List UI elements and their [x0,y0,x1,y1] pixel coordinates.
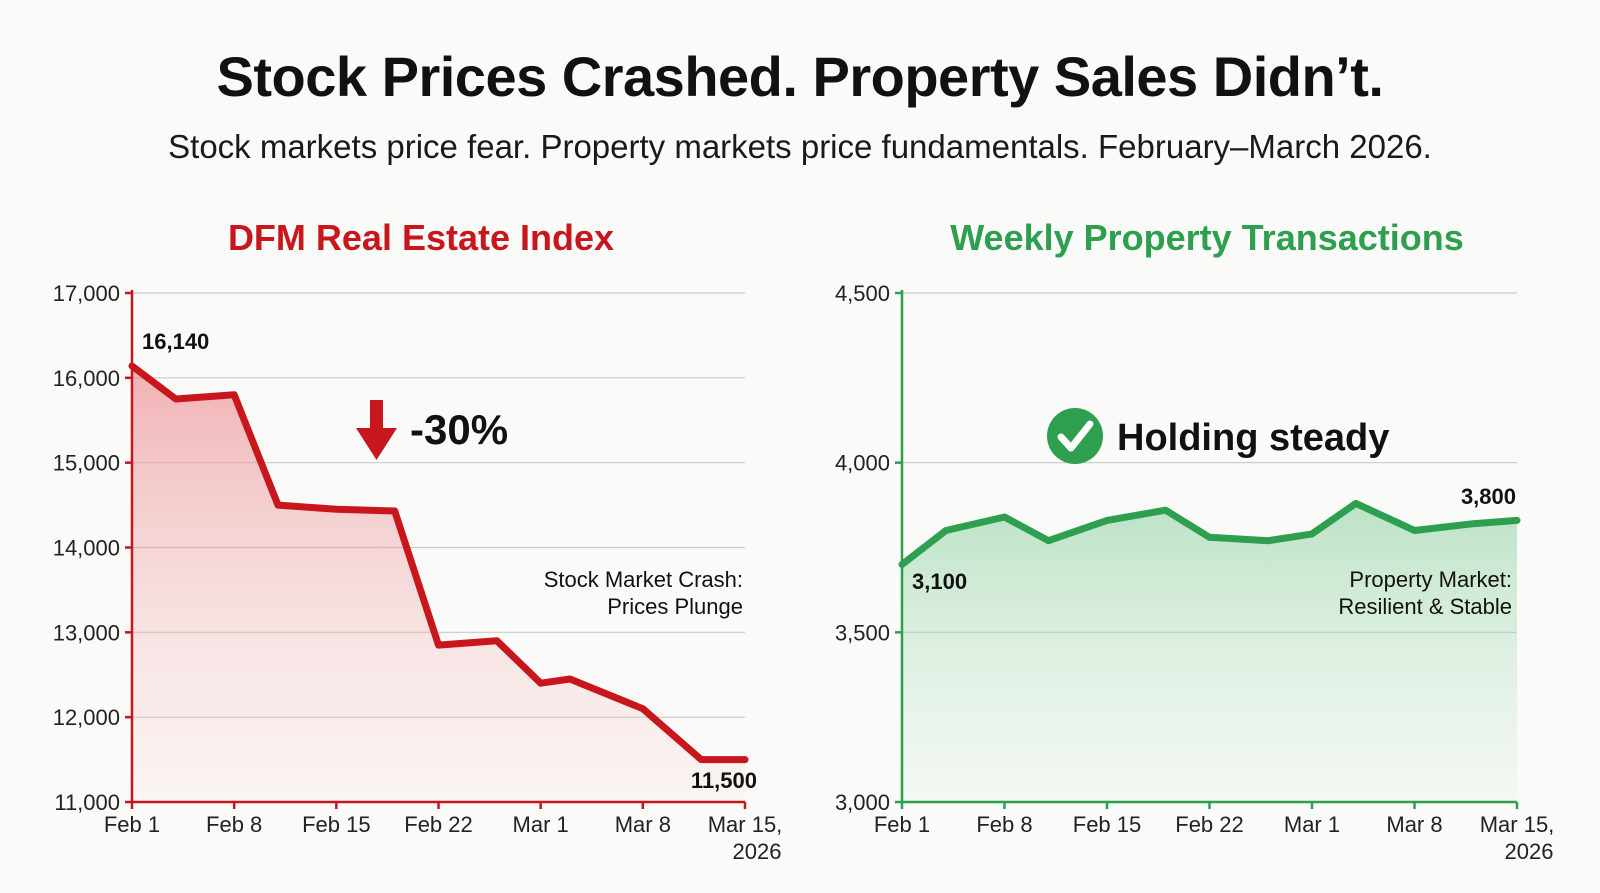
check-circle-icon [1047,408,1103,464]
transactions-panel-title: Weekly Property Transactions [950,217,1464,258]
dfm-area-fill [132,366,745,802]
x-tick-label: Mar 1 [513,812,569,837]
transactions-panel: Weekly Property Transactions 4,500 4,000 3… [835,217,1554,864]
y-tick-label: 4,000 [835,451,890,476]
x-tick-label: Mar 15, [708,812,783,837]
x-tick-label: Feb 8 [206,812,262,837]
y-tick-label: 3,500 [835,620,890,645]
y-tick-label: 17,000 [53,281,120,306]
y-tick-label: 11,000 [54,790,120,815]
x-tick-label: Feb 22 [1175,812,1244,837]
transactions-area-fill [902,503,1517,802]
page-subtitle: Stock markets price fear. Property marke… [168,128,1432,165]
y-tick-label: 3,000 [835,790,890,815]
transactions-end-label: 3,800 [1461,484,1516,509]
y-tick-label: 14,000 [53,536,120,561]
dfm-start-label: 16,140 [142,329,209,354]
dfm-panel-title: DFM Real Estate Index [228,217,614,258]
x-tick-label: Feb 1 [874,812,930,837]
y-tick-label: 12,000 [53,705,120,730]
y-tick-label: 15,000 [53,451,120,476]
x-tick-label: Mar 1 [1284,812,1340,837]
dfm-annotation-line2: Prices Plunge [607,594,743,619]
x-tick-label: Feb 15 [302,812,371,837]
y-tick-label: 16,000 [53,366,120,391]
x-tick-label: Mar 15, [1480,812,1555,837]
x-tick-label: Mar 8 [615,812,671,837]
dfm-change-label: -30% [410,406,508,453]
down-arrow-icon [356,400,397,460]
holding-steady-label: Holding steady [1117,417,1389,459]
x-tick-label: Feb 15 [1073,812,1142,837]
x-tick-label: 2026 [733,839,782,864]
transactions-annotation-line1: Property Market: [1349,567,1512,592]
x-tick-label: Feb 1 [104,812,160,837]
x-tick-label: Mar 8 [1386,812,1442,837]
transactions-start-label: 3,100 [912,569,967,594]
page-title: Stock Prices Crashed. Property Sales Did… [216,45,1384,108]
dfm-index-panel: DFM Real Estate Index 17,000 16,000 15,000… [53,217,783,864]
y-tick-label: 4,500 [835,281,890,306]
dfm-end-label: 11,500 [691,768,757,793]
transactions-annotation-line2: Resilient & Stable [1338,594,1512,619]
x-tick-label: Feb 22 [404,812,473,837]
x-tick-label: 2026 [1505,839,1554,864]
y-tick-label: 13,000 [53,620,120,645]
dfm-annotation-line1: Stock Market Crash: [544,567,743,592]
x-tick-label: Feb 8 [976,812,1032,837]
